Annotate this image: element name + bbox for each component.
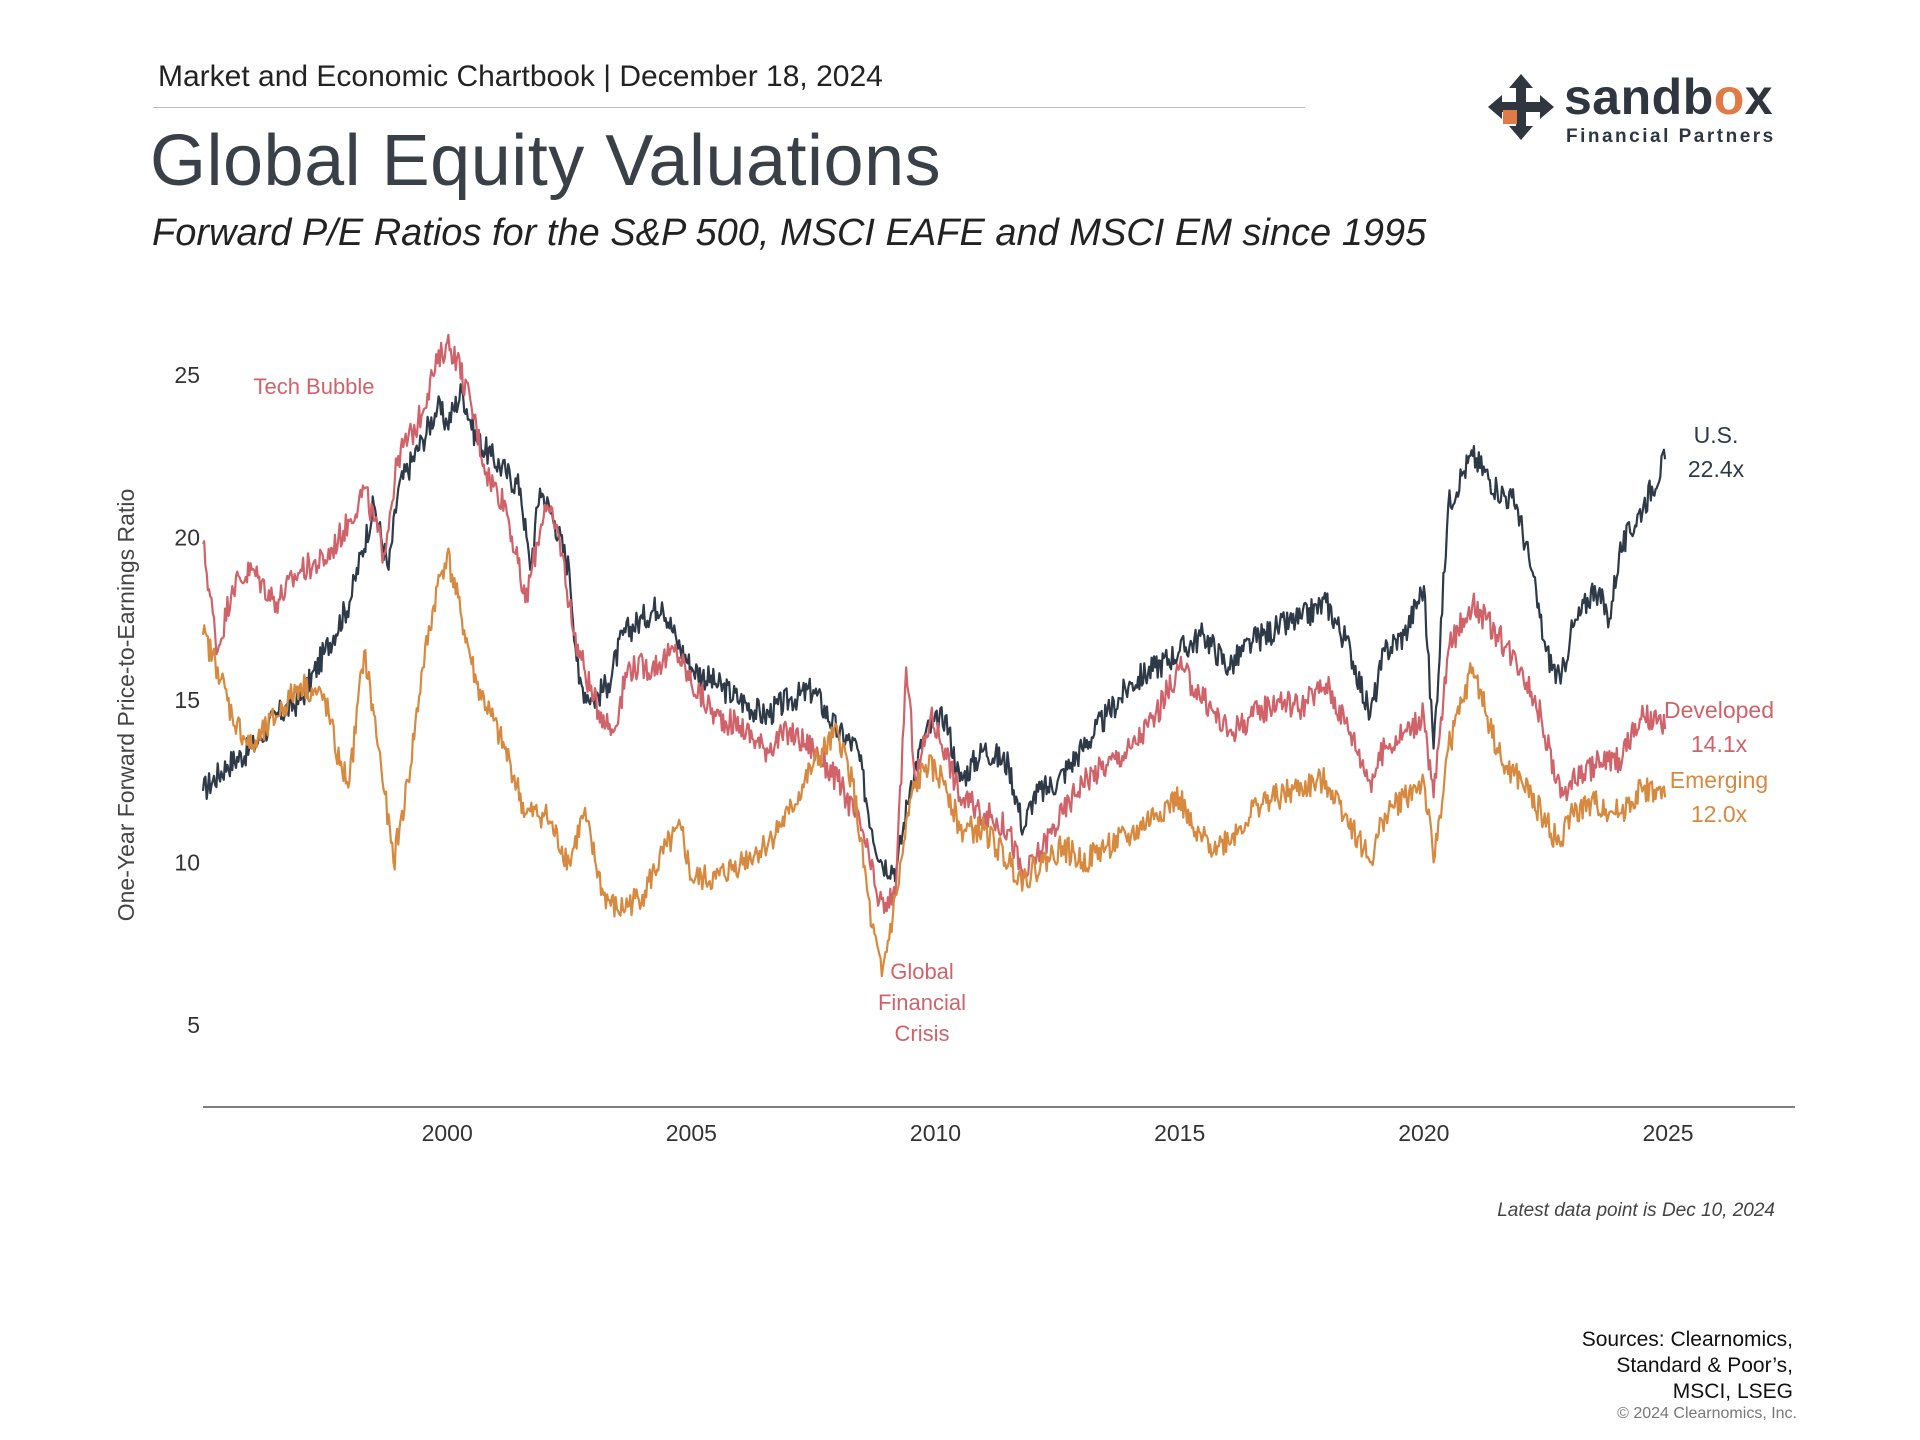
logo-wordmark: sandbox (1564, 68, 1773, 126)
series-end-label: U.S. (1694, 422, 1739, 448)
x-tick-label: 2015 (1154, 1120, 1205, 1146)
header-divider (153, 107, 1305, 108)
series-line-developed (202, 333, 1667, 914)
x-tick-label: 2010 (910, 1120, 961, 1146)
page-subtitle: Forward P/E Ratios for the S&P 500, MSCI… (152, 212, 1427, 254)
annotation-gfc: Global (890, 959, 954, 984)
y-tick-label: 25 (174, 362, 200, 388)
x-tick-label: 2025 (1642, 1120, 1693, 1146)
copyright: © 2024 Clearnomics, Inc. (1617, 1405, 1797, 1422)
sources-line: MSCI, LSEG (1672, 1380, 1793, 1403)
series-end-label: 14.1x (1691, 731, 1748, 757)
chart-annotations: Tech Bubble Global Financial Crisis (253, 374, 966, 1046)
logo-word-accent: o (1713, 69, 1745, 125)
chartbook-label: Market and Economic Chartbook | December… (158, 60, 883, 93)
logo-word-end: x (1744, 69, 1774, 125)
y-tick-label: 20 (174, 524, 200, 550)
x-tick-label: 2005 (666, 1120, 717, 1146)
x-tick-label: 2000 (422, 1120, 473, 1146)
series-line-emerging (201, 547, 1667, 978)
y-axis-label-group: One-Year Forward Price-to-Earnings Ratio (113, 489, 139, 922)
series-end-label: 12.0x (1691, 801, 1748, 827)
series-line-us (201, 383, 1667, 883)
y-tick-labels: 5 10 15 20 25 (174, 362, 200, 1038)
series-lines (201, 333, 1667, 978)
y-tick-label: 10 (174, 849, 200, 875)
annotation-gfc: Financial (878, 990, 966, 1015)
x-tick-label: 2020 (1398, 1120, 1449, 1146)
annotation-gfc: Crisis (895, 1021, 950, 1046)
sources-block: Sources: Clearnomics, Standard & Poor’s,… (1582, 1327, 1793, 1405)
y-axis-label: One-Year Forward Price-to-Earnings Ratio (113, 489, 139, 922)
sources-line: Standard & Poor’s, (1616, 1354, 1793, 1377)
logo-tagline: Financial Partners (1566, 126, 1776, 147)
series-end-label: Emerging (1670, 767, 1768, 793)
logo-word-main: sandb (1564, 69, 1714, 125)
sources-line: Sources: Clearnomics, (1581, 1328, 1793, 1351)
series-end-labels: U.S. 22.4x Developed 14.1x Emerging 12.0x (1664, 422, 1774, 827)
annotation-tech-bubble: Tech Bubble (253, 374, 374, 399)
series-end-label: 22.4x (1688, 456, 1745, 482)
latest-data-note: Latest data point is Dec 10, 2024 (1497, 1200, 1775, 1221)
y-tick-label: 15 (174, 687, 200, 713)
page-title: Global Equity Valuations (150, 121, 942, 201)
y-tick-label: 5 (187, 1012, 200, 1038)
x-tick-labels: 2000 2005 2010 2015 2020 2025 (422, 1120, 1694, 1146)
four-arrows-icon (1488, 74, 1554, 140)
series-end-label: Developed (1664, 697, 1774, 723)
sandbox-logo: sandbox Financial Partners (1488, 69, 1788, 152)
